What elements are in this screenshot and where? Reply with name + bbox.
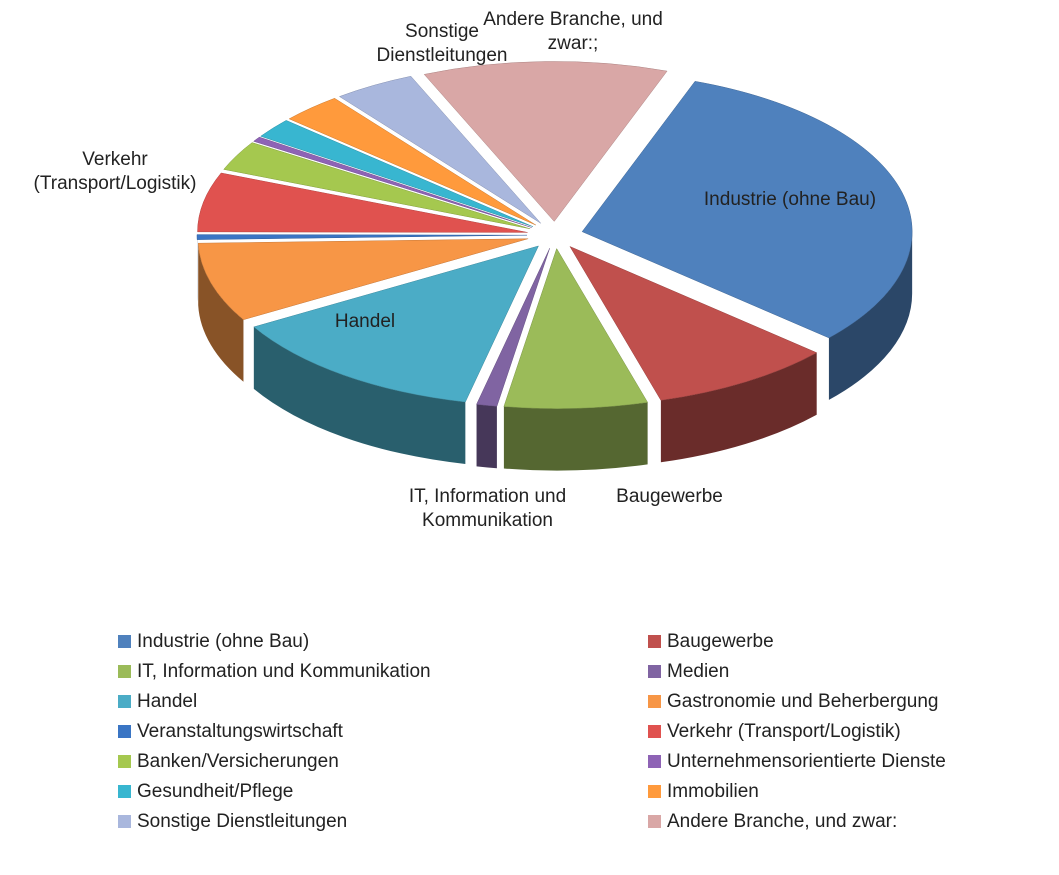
- legend-label: Handel: [137, 691, 198, 712]
- legend-swatch: [648, 755, 661, 768]
- legend-swatch: [118, 635, 131, 648]
- legend-swatch: [648, 725, 661, 738]
- slice: [253, 245, 539, 403]
- slice-side: [253, 326, 466, 464]
- legend-item: Banken/Versicherungen: [118, 750, 339, 774]
- legend-swatch: [118, 665, 131, 678]
- legend-item: Veranstaltungswirtschaft: [118, 720, 343, 744]
- legend-item: Verkehr (Transport/Logistik): [648, 720, 901, 744]
- slice-label: IT, Information und Kommunikation: [408, 486, 567, 531]
- slice: [288, 98, 537, 226]
- legend-label: IT, Information und Kommunikation: [137, 661, 431, 682]
- legend-label: Medien: [667, 661, 730, 682]
- slice: [197, 238, 529, 320]
- legend-swatch: [118, 695, 131, 708]
- legend-swatch: [118, 725, 131, 738]
- slice: [476, 248, 550, 407]
- legend-label: Baugewerbe: [667, 631, 774, 652]
- slice: [197, 172, 528, 233]
- legend-label: Gesundheit/Pflege: [137, 781, 294, 802]
- legend-item: Industrie (ohne Bau): [118, 630, 309, 654]
- slice-label: Verkehr (Transport/Logistik): [33, 149, 197, 194]
- legend-item: Medien: [648, 660, 729, 684]
- slice: [253, 136, 532, 228]
- legend-item: Immobilien: [648, 780, 759, 804]
- legend-label: Immobilien: [667, 781, 759, 802]
- legend-label: Unternehmensorientierte Dienste: [667, 751, 946, 772]
- slice-label: Handel: [334, 311, 396, 332]
- legend-item: Unternehmensorientierte Dienste: [648, 750, 946, 774]
- slice: [581, 81, 913, 339]
- legend-swatch: [118, 785, 131, 798]
- legend-item: IT, Information und Kommunikation: [118, 660, 431, 684]
- legend-swatch: [648, 635, 661, 648]
- legend-swatch: [648, 695, 661, 708]
- legend-label: Verkehr (Transport/Logistik): [667, 721, 901, 742]
- slice-side: [660, 352, 817, 463]
- slice: [423, 61, 668, 222]
- legend-item: Andere Branche, und zwar:: [648, 810, 897, 834]
- legend-item: Gesundheit/Pflege: [118, 780, 293, 804]
- slice-label: Sonstige Dienstleitungen: [376, 21, 508, 66]
- slice-label: Andere Branche, und zwar:;: [483, 9, 663, 54]
- slice-side: [503, 402, 648, 471]
- slice-side: [476, 404, 497, 469]
- slice: [338, 75, 542, 224]
- slice-label: Industrie (ohne Bau): [703, 189, 877, 210]
- legend-label: Sonstige Dienstleitungen: [137, 811, 348, 832]
- legend-label: Gastronomie und Beherbergung: [667, 691, 939, 712]
- slice: [503, 247, 649, 409]
- legend-item: Sonstige Dienstleitungen: [118, 810, 347, 834]
- legend-item: Handel: [118, 690, 197, 714]
- slice: [196, 234, 528, 240]
- slice-side: [828, 231, 913, 400]
- slice-side: [198, 243, 244, 382]
- slice: [569, 245, 818, 401]
- legend-item: Baugewerbe: [648, 630, 774, 654]
- legend-item: Gastronomie und Beherbergung: [648, 690, 938, 714]
- legend-swatch: [648, 815, 661, 828]
- legend-swatch: [648, 785, 661, 798]
- slice-label: Baugewerbe: [616, 486, 723, 507]
- legend-label: Industrie (ohne Bau): [137, 631, 310, 652]
- legend-swatch: [648, 665, 661, 678]
- legend-label: Andere Branche, und zwar:: [667, 811, 898, 832]
- legend-label: Veranstaltungswirtschaft: [137, 721, 343, 742]
- legend-label: Banken/Versicherungen: [137, 751, 339, 772]
- slice: [223, 142, 531, 230]
- legend-swatch: [118, 815, 131, 828]
- legend-swatch: [118, 755, 131, 768]
- slice: [260, 120, 534, 227]
